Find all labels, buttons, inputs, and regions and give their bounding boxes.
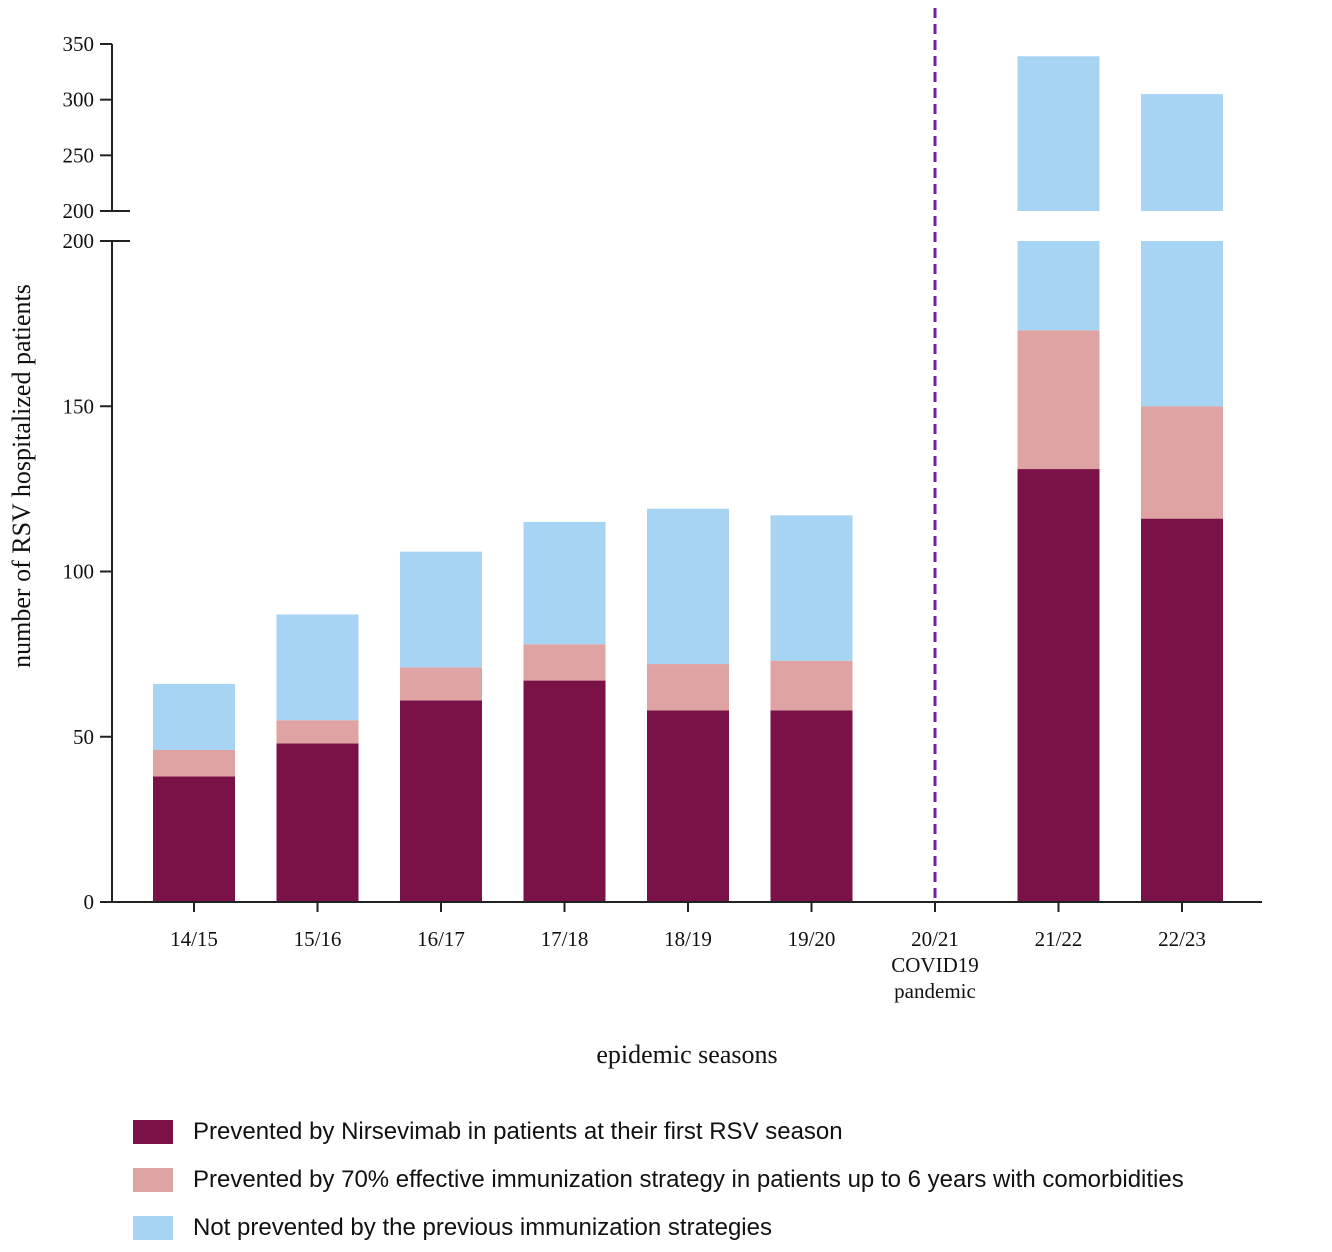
x-tick-label-22-23: 22/23 bbox=[1158, 927, 1206, 951]
y-tick-label-200: 200 bbox=[63, 229, 95, 253]
legend-swatch-not-prevented bbox=[133, 1216, 173, 1240]
x-tick-label-16-17: 16/17 bbox=[417, 927, 465, 951]
x-tick-label-18-19: 18/19 bbox=[664, 927, 712, 951]
legend-label-nirsevimab: Prevented by Nirsevimab in patients at t… bbox=[193, 1118, 843, 1145]
x-tick-label-17-18: 17/18 bbox=[541, 927, 589, 951]
bar-22-23-series-2 bbox=[1141, 241, 1223, 407]
y-tick-label-50: 50 bbox=[73, 725, 94, 749]
legend-item-not-prevented: Not prevented by the previous immunizati… bbox=[133, 1204, 1184, 1252]
bar-22-23-series-1 bbox=[1141, 406, 1223, 519]
legend-swatch-nirsevimab bbox=[133, 1120, 173, 1144]
legend: Prevented by Nirsevimab in patients at t… bbox=[133, 1108, 1184, 1252]
y-tick-label-150: 150 bbox=[63, 394, 95, 418]
y-axis-title: number of RSV hospitalized patients bbox=[7, 284, 36, 668]
bar-21-22-series-0 bbox=[1017, 469, 1100, 902]
x-tick-label-15-16: 15/16 bbox=[294, 927, 342, 951]
y-tick-label-upper-250: 250 bbox=[63, 143, 95, 167]
bar-22-23-series-0 bbox=[1141, 518, 1223, 902]
bar-18-19-series-2 bbox=[647, 508, 729, 665]
bar-19-20-series-0 bbox=[770, 710, 853, 902]
bar-14-15-series-2 bbox=[153, 683, 235, 750]
bar-18-19-series-0 bbox=[647, 710, 729, 902]
bar-16-17-series-2 bbox=[400, 551, 482, 668]
bar-19-20-series-2 bbox=[770, 515, 853, 661]
bar-21-22-series-2-upper bbox=[1017, 56, 1100, 211]
bar-15-16-series-2 bbox=[276, 614, 359, 721]
bar-15-16-series-0 bbox=[276, 743, 359, 902]
y-tick-label-100: 100 bbox=[63, 560, 95, 584]
bar-21-22-series-2 bbox=[1017, 241, 1100, 331]
chart: 0 50 100 150 200 200 250 300 350 14/15 15/16 16/17 1… bbox=[7, 8, 1262, 1069]
legend-item-nirsevimab: Prevented by Nirsevimab in patients at t… bbox=[133, 1108, 1184, 1156]
x-tick-label-21-22: 21/22 bbox=[1035, 927, 1083, 951]
x-tick-label-19-20: 19/20 bbox=[788, 927, 836, 951]
bar-21-22-series-1 bbox=[1017, 330, 1100, 470]
y-tick-label-upper-350: 350 bbox=[63, 32, 95, 56]
x-axis-title: epidemic seasons bbox=[596, 1040, 777, 1069]
bar-17-18-series-1 bbox=[523, 644, 606, 681]
bar-15-16-series-1 bbox=[276, 720, 359, 744]
bar-17-18-series-0 bbox=[523, 680, 606, 902]
bar-14-15-series-1 bbox=[153, 749, 235, 777]
bars-group bbox=[153, 56, 1223, 902]
bar-22-23-series-2-upper bbox=[1141, 94, 1223, 211]
legend-swatch-70-percent bbox=[133, 1168, 173, 1192]
bar-17-18-series-2 bbox=[523, 521, 606, 645]
x-tick-sublabel-20-21-0: COVID19 bbox=[891, 953, 979, 977]
ticks-group: 0 50 100 150 200 200 250 300 350 14/15 15/16 16/17 1… bbox=[63, 32, 1206, 1003]
bar-14-15-series-0 bbox=[153, 776, 235, 902]
x-tick-label-14-15: 14/15 bbox=[170, 927, 218, 951]
legend-label-not-prevented: Not prevented by the previous immunizati… bbox=[193, 1214, 772, 1241]
bar-18-19-series-1 bbox=[647, 664, 729, 711]
bar-19-20-series-1 bbox=[770, 660, 853, 711]
x-tick-label-20-21: 20/21 bbox=[911, 927, 959, 951]
x-tick-sublabel-20-21-1: pandemic bbox=[894, 979, 976, 1003]
y-tick-label-upper-300: 300 bbox=[63, 88, 95, 112]
legend-label-70-percent: Prevented by 70% effective immunization … bbox=[193, 1166, 1184, 1193]
bar-16-17-series-0 bbox=[400, 700, 482, 902]
legend-item-70-percent: Prevented by 70% effective immunization … bbox=[133, 1156, 1184, 1204]
bar-16-17-series-1 bbox=[400, 667, 482, 701]
y-tick-label-0: 0 bbox=[84, 890, 95, 914]
y-tick-label-upper-200: 200 bbox=[63, 199, 95, 223]
